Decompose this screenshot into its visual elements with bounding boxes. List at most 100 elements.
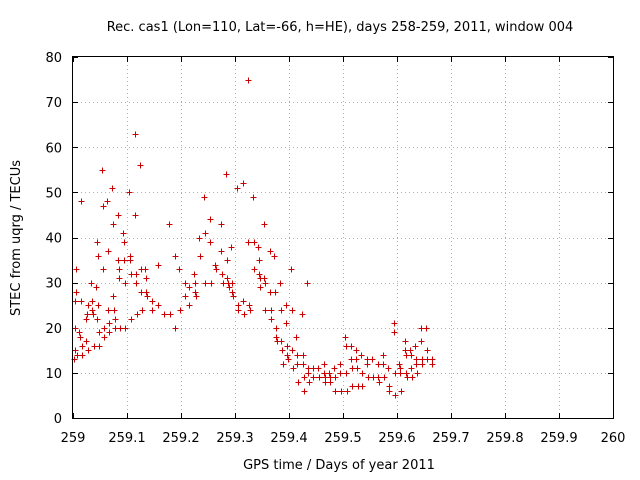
data-point-marker <box>262 280 269 287</box>
data-point-marker <box>344 388 351 395</box>
data-point-marker <box>155 262 162 269</box>
data-point-marker <box>301 388 308 395</box>
data-point-marker <box>262 307 269 314</box>
data-point-marker <box>337 361 344 368</box>
data-point-marker <box>331 365 338 372</box>
data-point-marker <box>78 198 85 205</box>
data-point-marker <box>245 77 252 84</box>
data-point-marker <box>419 361 426 368</box>
data-point-marker <box>381 374 388 381</box>
data-point-marker <box>224 257 231 264</box>
data-point-marker <box>88 280 95 287</box>
data-point-marker <box>280 361 287 368</box>
data-point-marker <box>273 334 280 341</box>
data-point-marker <box>166 221 173 228</box>
data-point-marker <box>133 271 140 278</box>
data-point-marker <box>110 293 117 300</box>
data-point-marker <box>93 284 100 291</box>
data-point-marker <box>294 361 301 368</box>
data-point-marker <box>219 271 226 278</box>
data-point-marker <box>161 311 168 318</box>
data-point-marker <box>261 221 268 228</box>
data-point-marker <box>247 307 254 314</box>
data-point-marker <box>288 266 295 273</box>
data-point-marker <box>321 361 328 368</box>
data-point-marker <box>429 361 436 368</box>
data-point-marker <box>424 347 431 354</box>
data-point-marker <box>342 334 349 341</box>
data-point-marker <box>240 298 247 305</box>
data-point-marker <box>409 374 416 381</box>
data-point-marker <box>229 289 236 296</box>
data-point-marker <box>315 365 322 372</box>
data-point-marker <box>85 347 92 354</box>
data-point-marker <box>299 311 306 318</box>
data-point-marker <box>101 325 108 332</box>
data-point-marker <box>85 302 92 309</box>
data-point-marker <box>79 343 86 350</box>
data-point-marker <box>306 379 313 386</box>
data-point-marker <box>172 253 179 260</box>
data-point-marker <box>112 316 119 323</box>
data-point-marker <box>89 298 96 305</box>
data-point-marker <box>79 352 86 359</box>
data-point-marker <box>240 180 247 187</box>
data-point-marker <box>255 244 262 251</box>
data-point-marker <box>268 307 275 314</box>
data-point-marker <box>267 248 274 255</box>
x-tick-label: 259.9 <box>540 431 577 446</box>
data-point-marker <box>256 257 263 264</box>
data-point-marker <box>89 307 96 314</box>
data-point-marker <box>290 365 297 372</box>
data-point-marker <box>358 352 365 359</box>
y-tick-label: 40 <box>45 232 62 247</box>
data-point-marker <box>397 370 404 377</box>
data-point-marker <box>143 289 150 296</box>
data-point-marker <box>354 365 361 372</box>
x-tick-label: 259.7 <box>432 431 469 446</box>
data-point-marker <box>120 230 127 237</box>
data-point-marker <box>391 320 398 327</box>
data-point-marker <box>300 352 307 359</box>
data-point-marker <box>134 311 141 318</box>
data-point-marker <box>116 266 123 273</box>
data-point-marker <box>277 280 284 287</box>
data-point-marker <box>126 189 133 196</box>
data-point-marker <box>285 356 292 363</box>
data-point-marker <box>407 347 414 354</box>
data-point-marker <box>338 388 345 395</box>
data-point-marker <box>182 293 189 300</box>
data-point-marker <box>115 212 122 219</box>
data-point-marker <box>105 307 112 314</box>
data-point-marker <box>369 356 376 363</box>
data-point-marker <box>396 361 403 368</box>
x-tick-label: 259 <box>61 431 86 446</box>
y-axis-label: STEC from uqrg / TECUs <box>9 160 24 316</box>
x-tick-label: 259.6 <box>378 431 415 446</box>
data-point-marker <box>245 239 252 246</box>
data-point-marker <box>104 198 111 205</box>
data-point-marker <box>202 280 209 287</box>
data-point-marker <box>294 352 301 359</box>
data-point-marker <box>234 185 241 192</box>
x-tick-label: 259.4 <box>270 431 307 446</box>
data-point-marker <box>380 361 387 368</box>
data-point-marker <box>278 338 285 345</box>
data-point-marker <box>197 253 204 260</box>
y-tick-label: 0 <box>54 412 62 427</box>
y-tick-label: 30 <box>45 277 62 292</box>
data-point-marker <box>90 311 97 318</box>
data-point-marker <box>332 388 339 395</box>
data-point-marker <box>95 302 102 309</box>
data-point-marker <box>289 347 296 354</box>
data-point-marker <box>212 262 219 269</box>
data-point-marker <box>380 352 387 359</box>
data-point-marker <box>132 131 139 138</box>
data-point-marker <box>349 383 356 390</box>
data-point-marker <box>143 275 150 282</box>
data-point-marker <box>301 374 308 381</box>
y-tick-label: 80 <box>45 51 62 66</box>
data-point-marker <box>423 325 430 332</box>
data-point-marker <box>186 302 193 309</box>
data-point-marker <box>353 356 360 363</box>
